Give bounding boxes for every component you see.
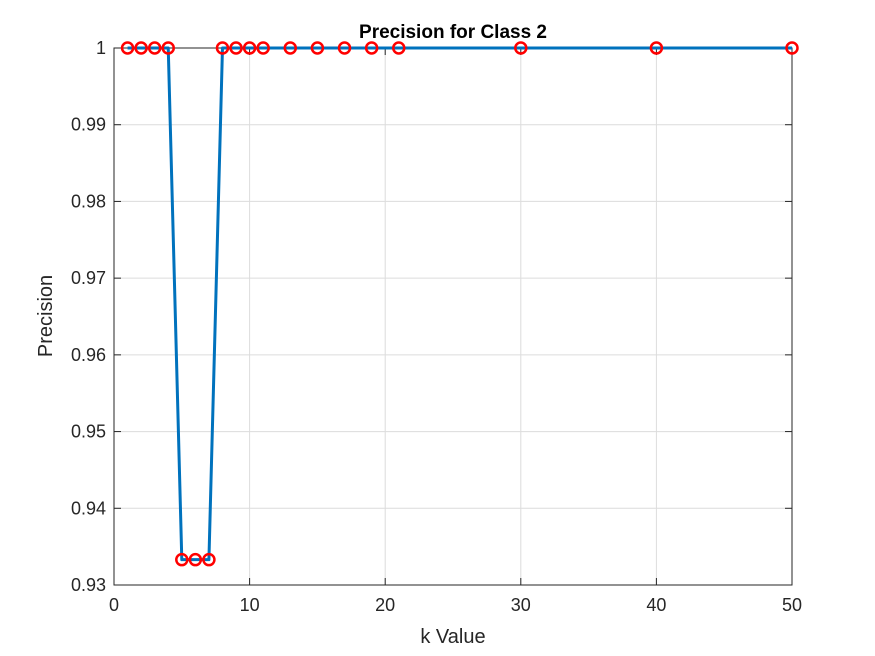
x-tick-labels: 0 10 20 30 40 50 <box>109 595 802 615</box>
data-point-marker <box>283 41 298 55</box>
data-point-marker <box>785 41 799 55</box>
series-line <box>127 46 792 562</box>
y-tick-label: 0.96 <box>71 345 106 365</box>
data-point-marker <box>364 41 379 55</box>
y-tick-label: 0.98 <box>71 191 106 211</box>
y-axis-label: Precision <box>35 275 57 357</box>
y-tick-labels: 0.93 0.94 0.95 0.96 0.97 0.98 0.99 1 <box>71 38 106 595</box>
x-axis-label: k Value <box>420 626 485 648</box>
x-tick-label: 40 <box>646 595 666 615</box>
y-tick-label: 1 <box>96 38 106 58</box>
data-point-marker <box>202 552 216 567</box>
data-point-marker <box>120 41 135 55</box>
x-tick-label: 10 <box>240 595 260 615</box>
y-tick-label: 0.93 <box>71 575 106 595</box>
y-tick-label: 0.97 <box>71 268 106 288</box>
data-point-marker <box>310 41 325 55</box>
y-tick-label: 0.95 <box>71 422 106 442</box>
data-point-marker <box>215 41 230 55</box>
series-markers <box>120 41 799 567</box>
data-point-marker <box>392 41 406 55</box>
x-tick-label: 50 <box>782 595 802 615</box>
y-tick-label: 0.99 <box>71 115 106 135</box>
x-tick-label: 30 <box>511 595 531 615</box>
data-point-marker <box>514 41 528 55</box>
data-point-marker <box>175 552 189 567</box>
data-point-marker <box>161 41 175 55</box>
chart-title: Precision for Class 2 <box>359 22 547 43</box>
series-line-group <box>127 46 792 562</box>
data-point-marker <box>337 41 352 55</box>
x-tick-label: 0 <box>109 595 119 615</box>
data-point-marker <box>256 41 270 55</box>
data-point-marker <box>649 41 664 55</box>
data-point-marker <box>188 552 203 567</box>
y-tick-label: 0.94 <box>71 498 106 518</box>
data-point-marker <box>134 41 148 55</box>
data-point-marker <box>242 41 257 55</box>
data-point-marker <box>147 41 162 55</box>
data-point-marker <box>229 41 243 55</box>
x-tick-label: 20 <box>375 595 395 615</box>
